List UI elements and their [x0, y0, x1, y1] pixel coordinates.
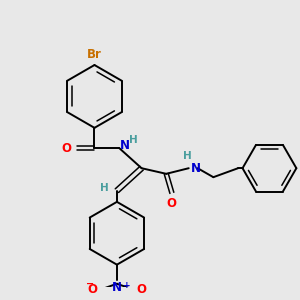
Text: H: H — [183, 152, 192, 161]
Text: N: N — [191, 162, 201, 175]
Text: O: O — [136, 283, 146, 296]
Text: Br: Br — [87, 47, 102, 61]
Text: +: + — [122, 281, 130, 290]
Text: O: O — [61, 142, 71, 154]
Text: N: N — [120, 139, 130, 152]
Text: H: H — [129, 135, 138, 145]
Text: N: N — [112, 281, 122, 295]
Text: −: − — [86, 279, 94, 289]
Text: H: H — [100, 183, 109, 194]
Text: O: O — [167, 197, 177, 210]
Text: O: O — [88, 283, 98, 296]
